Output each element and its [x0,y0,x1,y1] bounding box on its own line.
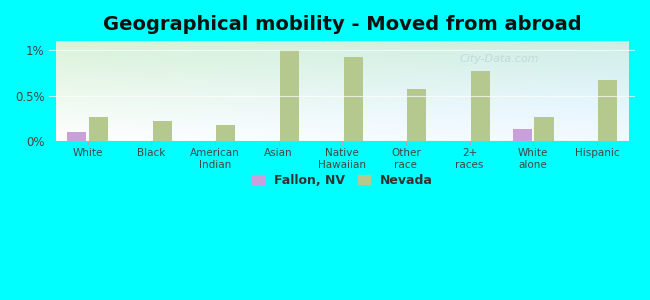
Bar [513,129,532,141]
Bar [89,117,108,141]
Legend: Fallon, NV, Nevada: Fallon, NV, Nevada [252,174,433,187]
Bar [407,89,426,141]
Title: Geographical mobility - Moved from abroad: Geographical mobility - Moved from abroa… [103,15,582,34]
Text: City-Data.com: City-Data.com [460,54,539,64]
Bar [598,80,618,141]
Bar [216,125,235,141]
Bar [534,117,554,141]
Bar [68,132,86,141]
Bar [153,121,172,141]
Bar [343,57,363,141]
Bar [471,71,490,141]
Bar [280,50,299,141]
